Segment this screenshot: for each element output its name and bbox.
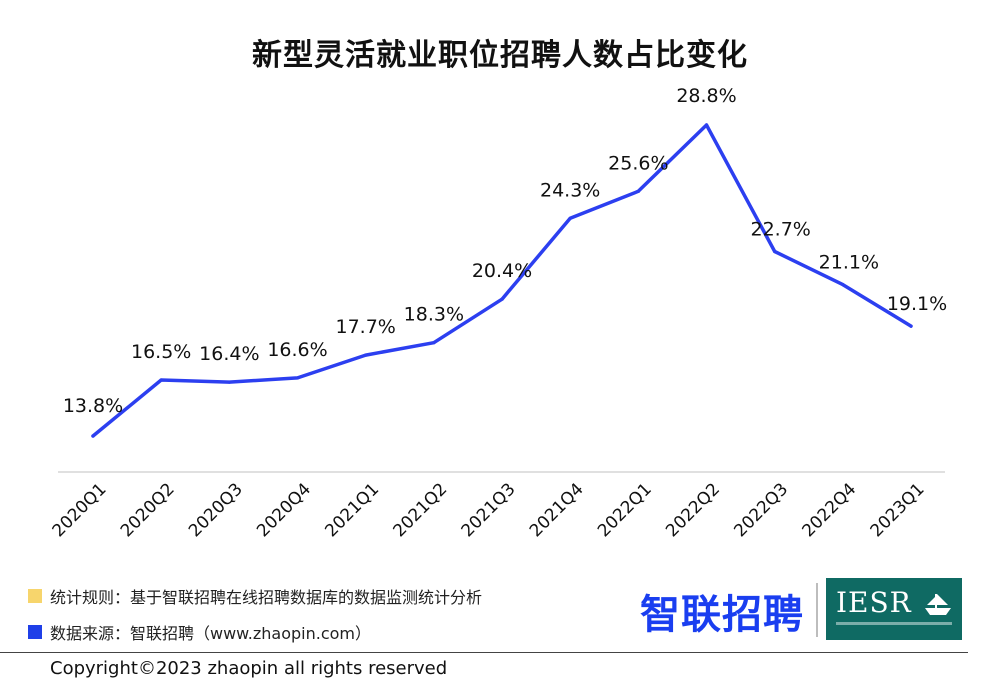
data-point	[704, 123, 709, 127]
x-tick-label: 2022Q2	[662, 479, 724, 541]
data-point	[773, 249, 777, 254]
data-label: 25.6%	[608, 152, 668, 174]
data-label: 17.7%	[335, 316, 395, 338]
data-label: 21.1%	[819, 252, 879, 274]
data-label: 18.3%	[404, 304, 464, 326]
iesr-logo-text: IESR	[836, 586, 912, 619]
copyright-text: Copyright©2023 zhaopin all rights reserv…	[50, 658, 448, 679]
data-point	[841, 283, 845, 287]
data-point	[91, 434, 95, 438]
data-point	[636, 189, 640, 193]
x-tick-label: 2020Q3	[185, 479, 247, 541]
data-point	[909, 324, 913, 328]
data-label: 24.3%	[540, 179, 600, 201]
x-tick-label: 2020Q2	[117, 479, 179, 541]
data-label: 28.8%	[676, 85, 736, 107]
data-label: 19.1%	[887, 293, 947, 315]
x-tick-label: 2022Q4	[799, 479, 861, 541]
data-point	[227, 380, 231, 384]
x-tick-label: 2022Q3	[730, 479, 792, 541]
x-tick-label: 2020Q1	[49, 479, 111, 541]
x-tick-label: 2021Q3	[458, 479, 520, 541]
data-label: 13.8%	[63, 395, 123, 417]
x-tick-label: 2021Q1	[321, 479, 383, 541]
rule-swatch-icon	[28, 589, 42, 603]
data-point	[295, 376, 300, 380]
zhaopin-logo: 智联招聘	[640, 592, 804, 638]
data-label: 20.4%	[472, 260, 532, 282]
logo-divider	[816, 583, 818, 637]
source-note: 数据来源：智联招聘（www.zhaopin.com）	[28, 620, 371, 644]
rule-note-text: 统计规则：基于智联招聘在线招聘数据库的数据监测统计分析	[50, 588, 483, 607]
chart-title: 新型灵活就业职位招聘人数占比变化	[252, 38, 748, 73]
x-tick-label: 2021Q2	[390, 479, 452, 541]
source-note-text: 数据来源：智联招聘（www.zhaopin.com）	[50, 624, 372, 643]
x-tick-label: 2022Q1	[594, 479, 656, 541]
source-swatch-icon	[28, 625, 42, 639]
data-point	[500, 297, 504, 301]
iesr-logo-subline	[836, 622, 952, 625]
x-tick-label: 2020Q4	[253, 479, 315, 541]
data-label: 16.5%	[131, 341, 191, 363]
boat-icon	[925, 594, 951, 615]
data-point	[159, 378, 163, 382]
line-chart: 13.8% 16.5% 16.4% 16.6% 17.7% 18.3% 20.4% 24.3%…	[49, 85, 947, 541]
data-label: 16.4%	[199, 343, 259, 365]
data-point	[432, 341, 436, 345]
data-label: 22.7%	[750, 218, 810, 240]
rule-note: 统计规则：基于智联招聘在线招聘数据库的数据监测统计分析	[28, 584, 482, 608]
data-label: 16.6%	[267, 339, 327, 361]
footer-divider	[0, 652, 968, 653]
x-tick-label: 2021Q4	[526, 479, 588, 541]
data-point	[364, 353, 368, 357]
data-point	[568, 216, 572, 220]
iesr-logo: IESR	[826, 578, 962, 640]
x-tick-label: 2023Q1	[867, 479, 929, 541]
